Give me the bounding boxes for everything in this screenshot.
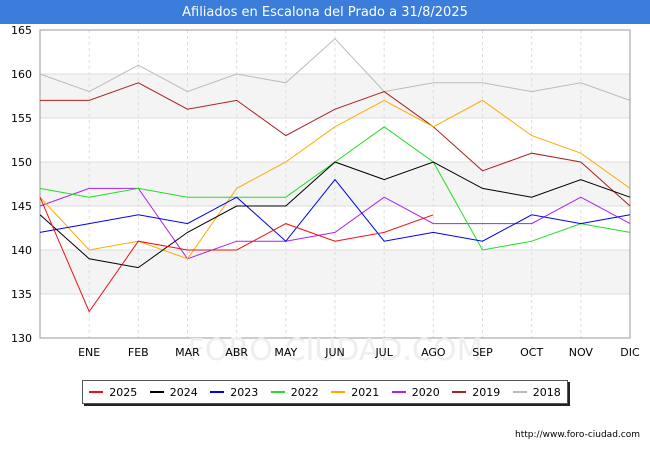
y-tick-label: 145 xyxy=(11,200,32,213)
legend-label: 2019 xyxy=(472,385,501,399)
legend-item-2020: 2020 xyxy=(391,385,440,399)
y-tick-label: 160 xyxy=(11,68,32,81)
x-tick-label: MAY xyxy=(274,346,297,359)
legend-item-2018: 2018 xyxy=(512,385,561,399)
legend-label: 2025 xyxy=(109,385,138,399)
legend-item-2022: 2022 xyxy=(270,385,319,399)
legend-label: 2024 xyxy=(169,385,198,399)
source-url: http://www.foro-ciudad.com xyxy=(515,430,640,440)
x-tick-label: AGO xyxy=(421,346,446,359)
x-tick-label: DIC xyxy=(620,346,640,359)
legend-item-2024: 2024 xyxy=(149,385,198,399)
legend-item-2021: 2021 xyxy=(331,386,379,399)
x-tick-label: SEP xyxy=(472,346,493,359)
y-tick-label: 130 xyxy=(11,332,32,345)
legend-swatch xyxy=(452,391,467,393)
x-tick-label: JUN xyxy=(324,346,345,359)
legend-label: 2023 xyxy=(230,385,259,399)
y-tick-label: 165 xyxy=(11,24,32,37)
legend-swatch xyxy=(331,391,346,393)
legend-swatch xyxy=(210,391,225,393)
plot-frame xyxy=(39,29,631,339)
y-tick-label: 150 xyxy=(11,156,32,169)
y-tick-label: 140 xyxy=(11,244,32,257)
x-tick-label: NOV xyxy=(569,346,594,359)
legend-label: 2020 xyxy=(411,385,440,399)
x-tick-label: ABR xyxy=(225,346,248,359)
series-line-2025 xyxy=(39,197,434,313)
y-tick-label: 155 xyxy=(11,112,32,125)
chart-legend: 2025 2024 2023 2022 2021 2020 2019 2018 xyxy=(82,380,568,404)
legend-swatch xyxy=(270,391,285,393)
legend-swatch xyxy=(391,391,406,393)
x-tick-label: FEB xyxy=(128,346,149,359)
series-line-2018 xyxy=(39,38,631,101)
y-tick-label: 135 xyxy=(11,288,32,301)
legend-label: 2018 xyxy=(532,385,561,399)
legend-label: 2021 xyxy=(351,385,380,399)
x-tick-label: OCT xyxy=(520,346,543,359)
x-tick-label: ENE xyxy=(78,346,100,359)
chart-title: Afiliados en Escalona del Prado a 31/8/2… xyxy=(0,0,650,24)
legend-item-2019: 2019 xyxy=(452,386,500,399)
legend-swatch xyxy=(89,391,104,393)
x-tick-label: MAR xyxy=(175,346,200,359)
legend-item-2023: 2023 xyxy=(210,386,258,399)
legend-swatch xyxy=(149,391,164,393)
x-tick-label: JUL xyxy=(374,346,393,359)
series-line-2023 xyxy=(39,178,631,242)
legend-label: 2022 xyxy=(290,385,319,399)
series-line-2019 xyxy=(40,82,631,207)
series-line-2024 xyxy=(39,161,631,269)
watermark-text: FORO-CIUDAD.COM xyxy=(188,333,483,368)
legend-item-2025: 2025 xyxy=(89,386,137,399)
legend-swatch xyxy=(512,391,527,393)
